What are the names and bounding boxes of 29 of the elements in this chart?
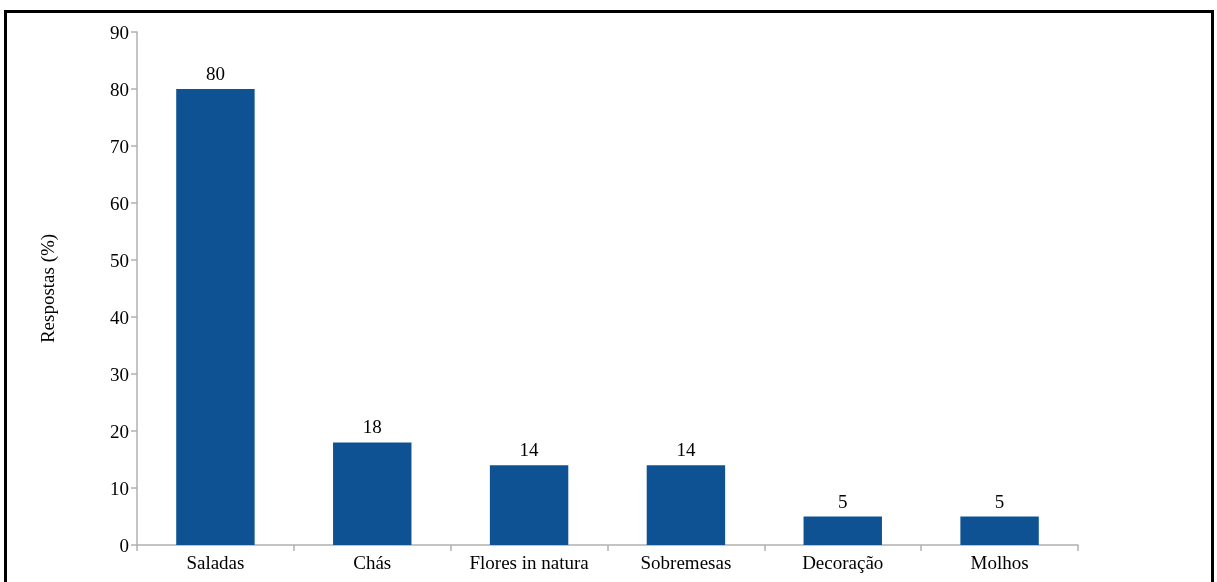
y-tick-label: 90 bbox=[110, 21, 129, 43]
x-tick-label: Chás bbox=[353, 552, 392, 573]
x-tick-label: Flores in natura bbox=[469, 552, 590, 573]
data-label: 5 bbox=[994, 490, 1005, 512]
y-tick-label: 80 bbox=[110, 78, 129, 100]
y-tick-label: 40 bbox=[110, 306, 129, 328]
data-label: 5 bbox=[838, 490, 848, 512]
bar bbox=[803, 516, 882, 545]
data-label: 14 bbox=[676, 439, 696, 461]
bar bbox=[176, 89, 255, 545]
x-tick-label: Saladas bbox=[186, 552, 245, 573]
y-tick-label: 60 bbox=[110, 192, 129, 214]
bar bbox=[489, 465, 569, 545]
x-tick-label: Molhos bbox=[970, 552, 1029, 573]
y-tick-label: 30 bbox=[110, 363, 129, 385]
x-tick-label: Sobremesas bbox=[640, 552, 732, 573]
y-tick-label: 70 bbox=[110, 135, 129, 157]
y-tick-label: 0 bbox=[119, 534, 129, 556]
bar bbox=[333, 442, 412, 545]
bar bbox=[646, 465, 726, 545]
y-tick-label: 10 bbox=[110, 477, 129, 499]
y-axis-title: Respostas (%) bbox=[37, 233, 59, 344]
data-label: 14 bbox=[519, 439, 540, 461]
bar bbox=[960, 516, 1039, 545]
data-label: 80 bbox=[205, 63, 225, 84]
x-tick-label: Decoração bbox=[802, 552, 884, 573]
y-tick-label: 20 bbox=[110, 420, 129, 442]
data-label: 18 bbox=[362, 416, 382, 438]
y-tick-label: 50 bbox=[110, 249, 129, 271]
